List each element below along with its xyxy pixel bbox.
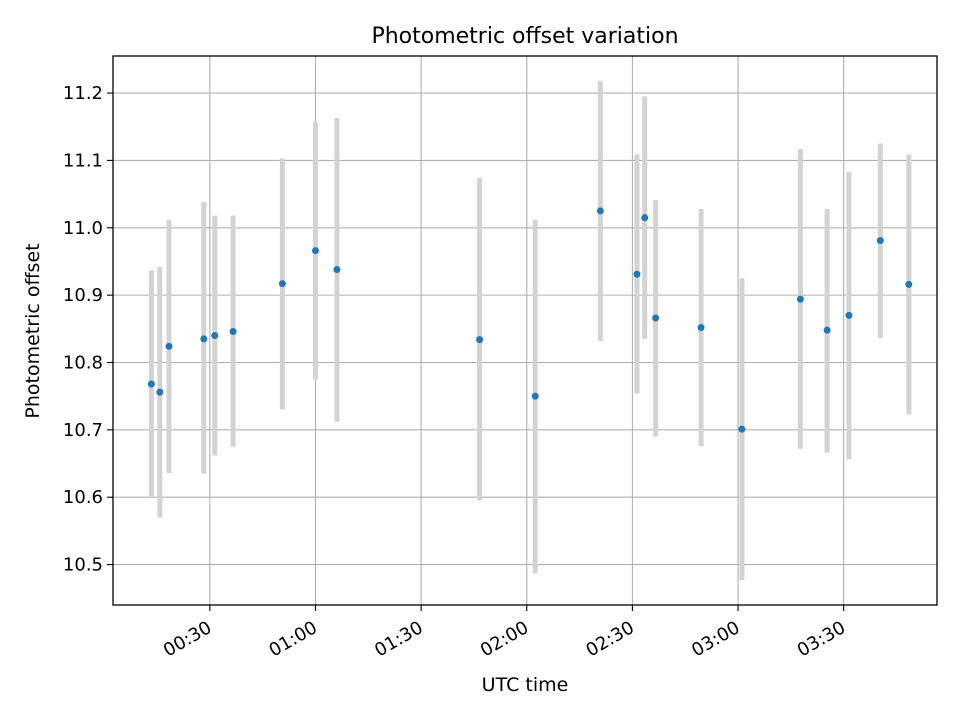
data-point <box>165 342 173 350</box>
data-point <box>211 332 219 340</box>
y-tick-label: 11.0 <box>63 218 103 239</box>
data-point <box>156 388 164 396</box>
y-tick-label: 10.7 <box>63 420 103 441</box>
y-tick-label: 11.1 <box>63 150 103 171</box>
data-point <box>531 392 539 400</box>
data-point <box>738 425 746 433</box>
data-points <box>147 207 913 433</box>
data-point <box>333 266 341 274</box>
data-point <box>697 323 705 331</box>
data-point <box>641 214 649 222</box>
y-tick-label: 10.6 <box>63 487 103 508</box>
y-axis-label: Photometric offset <box>22 243 44 418</box>
plot-frame <box>112 55 938 606</box>
data-point <box>596 207 604 215</box>
y-tick-label: 11.2 <box>63 83 103 104</box>
y-tick-label: 10.5 <box>63 555 103 576</box>
data-point <box>147 380 155 388</box>
data-point <box>278 280 286 288</box>
data-point <box>311 247 319 255</box>
y-tick-label: 10.9 <box>63 285 103 306</box>
data-point <box>823 326 831 334</box>
chart-title: Photometric offset variation <box>371 24 678 49</box>
data-point <box>229 328 237 336</box>
data-point <box>905 280 913 288</box>
data-point <box>633 270 641 278</box>
data-point <box>652 314 660 322</box>
y-tick-label: 10.8 <box>63 352 103 373</box>
data-point <box>845 311 853 319</box>
data-point <box>200 335 208 343</box>
x-axis-label: UTC time <box>482 674 569 696</box>
y-axis-ticks: 10.5 10.6 10.7 10.8 10.9 11.0 11.1 11.2 <box>63 83 113 576</box>
data-point <box>876 237 884 245</box>
data-point <box>796 295 804 303</box>
data-point <box>476 336 484 344</box>
